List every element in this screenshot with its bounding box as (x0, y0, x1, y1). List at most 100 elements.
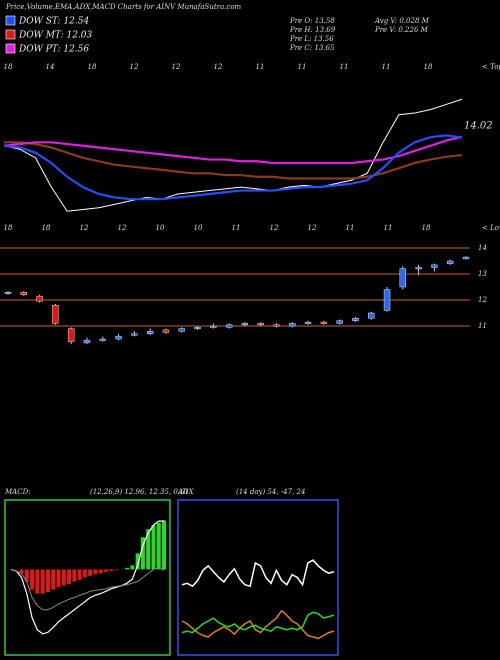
adx-line (181, 559, 335, 588)
panel-title: ADX (177, 488, 195, 496)
candle-body (257, 323, 264, 326)
histogram-bar (93, 569, 98, 575)
legend-swatch (5, 29, 16, 40)
stat: Pre L: 13.56 (289, 35, 334, 43)
legend-label: DOW PT: 12.56 (18, 45, 89, 55)
y-tick-label: 11 (478, 322, 487, 330)
histogram-bar (109, 569, 114, 572)
histogram-bar (61, 569, 66, 586)
histogram-bar (72, 569, 77, 582)
price-line (3, 134, 463, 201)
price-line (3, 98, 463, 212)
candle-body (431, 264, 438, 268)
y-tick-label: 14 (478, 244, 487, 252)
histogram-bar (162, 520, 166, 570)
axis-note: < Lows (482, 224, 500, 232)
date-label: 18 (4, 63, 13, 71)
candle-body (210, 325, 217, 328)
panel-params: (12,26,9) 12.96, 12.35, 0.61 (90, 488, 189, 496)
panel-title: MACD: (4, 488, 31, 496)
panel (177, 499, 339, 656)
histogram-bar (125, 567, 130, 570)
legend-label: DOW ST: 12.54 (18, 17, 89, 27)
date-label: 12 (270, 224, 279, 232)
adx-line (181, 611, 335, 634)
histogram-bar (151, 525, 156, 570)
candle-body (131, 333, 138, 336)
histogram-bar (77, 569, 82, 580)
date-label: 10 (156, 224, 165, 232)
date-label: 18 (88, 63, 97, 71)
candle-body (115, 336, 122, 340)
date-label: 11 (298, 63, 307, 71)
candle-body (194, 327, 201, 329)
y-tick-label: 12 (478, 296, 487, 304)
date-label: 12 (172, 63, 181, 71)
histogram-bar (114, 569, 119, 571)
date-label: 11 (346, 224, 355, 232)
adx-line (181, 609, 335, 640)
date-label: 11 (384, 224, 393, 232)
price-annotation: 14.02 (464, 121, 493, 132)
candle-body (178, 328, 185, 332)
legend-swatch (5, 43, 16, 54)
histogram-bar (35, 569, 40, 594)
stat: Pre C: 13.65 (289, 44, 335, 52)
histogram-bar (45, 569, 50, 592)
histogram-bar (67, 569, 72, 584)
panel-params: (14 day) 54, -47, 24 (236, 488, 305, 496)
histogram-bar (130, 565, 135, 570)
candle-body (225, 324, 233, 328)
histogram-bar (98, 569, 103, 574)
candle-body (83, 340, 91, 344)
candle-body (67, 328, 75, 342)
signal-line (10, 567, 165, 611)
date-label: 11 (256, 63, 265, 71)
candle-body (52, 305, 59, 324)
axis-note: < Tops (482, 63, 500, 71)
candle-body (462, 256, 470, 260)
date-label: 10 (194, 224, 203, 232)
candle-body (304, 321, 312, 324)
page-title: Price,Volume,EMA,ADX,MACD Charts for AIN… (5, 3, 242, 11)
date-label: 12 (214, 63, 223, 71)
candle-body (4, 292, 12, 294)
date-label: 12 (130, 63, 139, 71)
price-line (3, 135, 463, 165)
histogram-bar (88, 569, 93, 576)
candle-body (273, 324, 280, 327)
date-label: 12 (118, 224, 127, 232)
price-line (4, 141, 463, 180)
panel (4, 499, 171, 656)
histogram-bar (24, 569, 29, 582)
candle-body (241, 323, 249, 326)
date-label: 18 (422, 224, 431, 232)
stat: Pre V: 0.226 M (374, 26, 429, 34)
histogram-bar (40, 569, 45, 594)
histogram-bar (56, 569, 61, 588)
stat: Pre H: 13.69 (289, 26, 336, 34)
candle-body (447, 260, 454, 264)
candle-body (99, 338, 106, 341)
date-label: 11 (232, 224, 241, 232)
date-label: 12 (308, 224, 317, 232)
histogram-bar (19, 569, 24, 574)
histogram-bar (140, 537, 145, 570)
candle-body (352, 318, 359, 322)
histogram-bar (51, 569, 56, 590)
candle-body (415, 267, 422, 270)
date-label: 18 (42, 224, 51, 232)
candle-body (399, 268, 407, 288)
histogram-bar (30, 569, 35, 590)
date-label: 18 (424, 63, 433, 71)
date-label: 18 (4, 224, 13, 232)
histogram-bar (146, 529, 151, 570)
candle-body (36, 295, 43, 302)
candle-body (162, 329, 170, 333)
date-label: 14 (46, 63, 55, 71)
candle-body (383, 289, 391, 311)
candle-body (368, 312, 375, 319)
candle-body (320, 321, 328, 324)
